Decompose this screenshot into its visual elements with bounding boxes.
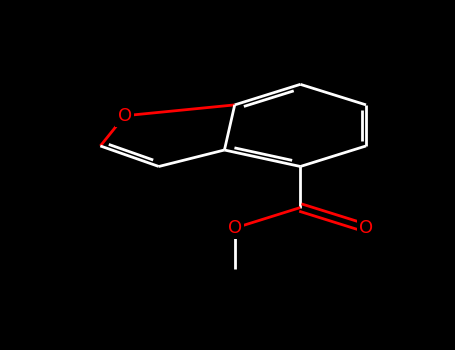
Text: O: O (359, 219, 373, 237)
Text: O: O (117, 107, 132, 125)
Text: O: O (228, 219, 242, 237)
